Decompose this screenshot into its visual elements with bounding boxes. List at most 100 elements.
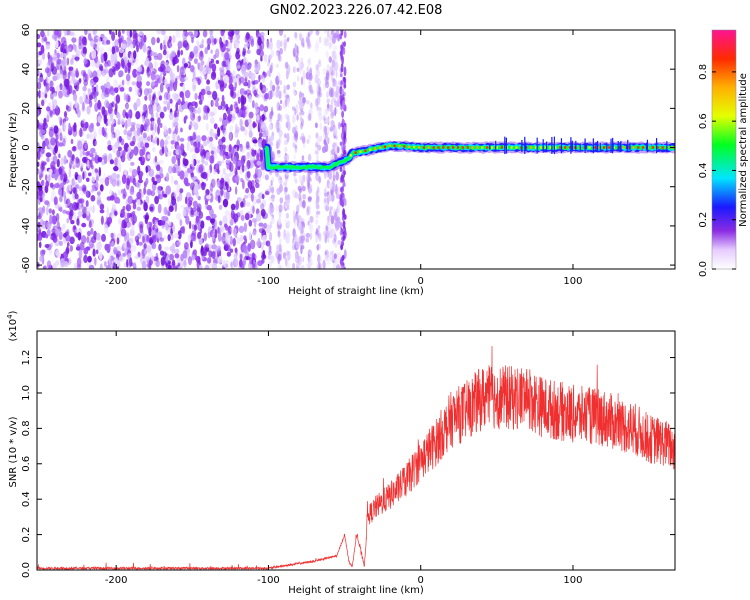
noise-blob bbox=[110, 232, 114, 239]
noise-blob bbox=[211, 63, 217, 72]
noise-blob bbox=[233, 78, 239, 83]
noise-blob bbox=[296, 114, 299, 121]
noise-blob bbox=[62, 251, 69, 259]
noise-blob bbox=[46, 201, 51, 208]
noise-blob bbox=[315, 198, 320, 207]
noise-blob bbox=[77, 140, 83, 150]
noise-blob bbox=[343, 123, 347, 134]
noise-blob bbox=[194, 211, 198, 217]
ridge-peak bbox=[530, 146, 533, 149]
noise-blob bbox=[219, 70, 225, 78]
noise-blob bbox=[247, 79, 251, 89]
noise-blob bbox=[107, 118, 111, 126]
ridge-peak bbox=[515, 146, 518, 149]
noise-blob bbox=[317, 144, 322, 151]
noise-blob bbox=[151, 36, 156, 46]
noise-blob bbox=[309, 30, 313, 36]
noise-blob bbox=[315, 148, 318, 155]
noise-blob bbox=[334, 242, 338, 249]
noise-blob bbox=[55, 39, 59, 49]
noise-blob bbox=[301, 155, 305, 161]
noise-blob bbox=[184, 115, 188, 120]
noise-blob bbox=[124, 119, 128, 130]
noise-blob bbox=[153, 55, 159, 60]
noise-blob bbox=[74, 193, 79, 200]
noise-blob bbox=[229, 125, 234, 131]
noise-blob bbox=[163, 106, 167, 112]
noise-blob bbox=[308, 112, 312, 121]
noise-blob bbox=[79, 241, 85, 251]
noise-blob bbox=[254, 102, 259, 111]
noise-blob bbox=[176, 212, 182, 221]
noise-blob bbox=[336, 146, 340, 154]
noise-blob bbox=[92, 129, 97, 139]
noise-blob bbox=[41, 99, 45, 107]
noise-blob bbox=[214, 219, 217, 229]
noise-blob bbox=[243, 90, 248, 95]
noise-blob bbox=[262, 87, 269, 92]
noise-blob bbox=[189, 111, 193, 118]
noise-blob bbox=[146, 221, 152, 231]
snr-ytick-label: 0.4 bbox=[21, 491, 32, 507]
noise-blob bbox=[52, 234, 58, 243]
noise-blob bbox=[222, 168, 226, 175]
noise-blob bbox=[228, 35, 234, 40]
noise-blob bbox=[326, 249, 330, 259]
noise-blob bbox=[231, 109, 236, 117]
noise-blob bbox=[258, 74, 261, 83]
noise-blob bbox=[211, 262, 218, 269]
ridge-peak bbox=[495, 146, 498, 149]
noise-blob bbox=[139, 173, 143, 178]
noise-blob bbox=[151, 176, 155, 183]
noise-blob bbox=[302, 199, 306, 209]
noise-blob bbox=[200, 220, 205, 229]
noise-blob bbox=[165, 65, 171, 72]
noise-blob bbox=[37, 142, 40, 147]
noise-blob bbox=[88, 172, 92, 177]
colorbar-tick-label: 0.2 bbox=[698, 212, 709, 228]
noise-blob bbox=[45, 76, 49, 83]
noise-blob bbox=[163, 44, 167, 52]
noise-blob bbox=[136, 79, 142, 89]
noise-blob bbox=[292, 126, 297, 135]
noise-blob bbox=[233, 35, 237, 45]
noise-blob bbox=[211, 213, 217, 219]
noise-blob bbox=[208, 250, 213, 258]
noise-blob bbox=[236, 236, 241, 245]
noise-blob bbox=[297, 255, 302, 266]
noise-blob bbox=[42, 122, 48, 130]
noise-blob bbox=[333, 253, 337, 259]
noise-blob bbox=[341, 110, 344, 119]
noise-blob bbox=[198, 257, 201, 265]
noise-blob bbox=[67, 72, 71, 80]
noise-blob bbox=[276, 85, 280, 93]
noise-blob bbox=[301, 235, 306, 242]
noise-blob bbox=[77, 210, 82, 218]
noise-blob bbox=[198, 115, 201, 122]
ridge-peak bbox=[539, 146, 542, 149]
noise-blob bbox=[308, 72, 313, 81]
noise-blob bbox=[335, 257, 339, 265]
noise-blob bbox=[67, 149, 73, 158]
noise-blob bbox=[200, 151, 204, 157]
noise-blob bbox=[297, 185, 302, 191]
noise-blob bbox=[143, 199, 146, 208]
noise-blob bbox=[183, 177, 189, 185]
noise-blob bbox=[177, 230, 182, 240]
noise-blob bbox=[245, 187, 250, 194]
noise-blob bbox=[115, 63, 120, 71]
noise-blob bbox=[114, 59, 118, 65]
noise-blob bbox=[309, 258, 314, 266]
noise-blob bbox=[326, 191, 330, 196]
noise-blob bbox=[260, 203, 265, 210]
noise-blob bbox=[81, 36, 87, 46]
noise-blob bbox=[80, 162, 84, 168]
ridge-peak bbox=[666, 146, 669, 149]
noise-blob bbox=[327, 137, 330, 145]
noise-blob bbox=[205, 85, 211, 92]
colorbar-tick-label: 0.4 bbox=[698, 162, 709, 178]
noise-blob bbox=[37, 103, 41, 109]
noise-blob bbox=[247, 181, 253, 190]
noise-blob bbox=[263, 56, 268, 62]
noise-blob bbox=[73, 158, 77, 167]
